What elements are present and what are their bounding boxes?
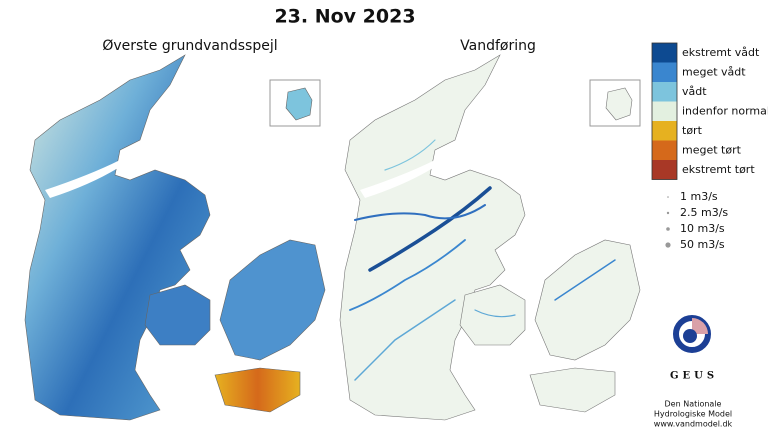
flow-size-dot [666, 227, 670, 231]
river [354, 299, 456, 381]
flow-size-label: 2.5 m3/s [680, 206, 728, 219]
groundwater-map [24, 54, 326, 421]
legend-swatch [652, 62, 677, 82]
footer-line: Den Nationale [665, 400, 722, 409]
river [354, 204, 486, 221]
inset-frame [589, 79, 641, 127]
logo-text: GEUS [670, 371, 718, 382]
legend-frame [651, 42, 678, 180]
legend-swatch [652, 43, 677, 63]
inset-frame [269, 79, 321, 127]
logo-quarter [692, 318, 708, 334]
river [349, 239, 466, 311]
bornholm [285, 87, 313, 121]
legend-label: ekstremt tørt [682, 163, 755, 176]
river [368, 186, 492, 272]
river [384, 139, 436, 171]
legend-label: tørt [682, 124, 703, 137]
rivers [349, 139, 616, 381]
legend: ekstremt vådt meget vådt vådt indenfor norm… [651, 42, 768, 251]
discharge-map [339, 54, 641, 421]
flow-size-label: 10 m3/s [680, 222, 725, 235]
footer-line: www.vandmodel.dk [654, 420, 733, 429]
jutland [24, 54, 211, 421]
legend-swatch [652, 121, 677, 141]
legend-label: meget vådt [682, 65, 746, 78]
legend-swatch [652, 140, 677, 160]
title: 23. Nov 2023 [274, 6, 415, 28]
legend-label: vådt [682, 85, 707, 98]
limfjord [360, 160, 435, 198]
logo-core [683, 329, 697, 343]
legend-swatch [652, 101, 677, 121]
legend-label: meget tørt [682, 143, 742, 156]
jutland [339, 54, 526, 421]
lolland-falster [214, 367, 301, 413]
logo: GEUS [670, 315, 718, 382]
zealand [534, 239, 641, 361]
legend-swatch [652, 82, 677, 102]
river [554, 259, 616, 301]
flow-size-dot [666, 211, 670, 215]
lolland-falster [529, 367, 616, 413]
map-title: Øverste grundvandsspejl [102, 38, 277, 54]
legend-swatch [652, 160, 677, 180]
flow-size-label: 1 m3/s [680, 190, 718, 203]
footer-line: Hydrologiske Model [654, 410, 732, 419]
map-title: Vandføring [460, 38, 536, 54]
river [474, 309, 516, 318]
legend-label: indenfor normal [682, 104, 768, 117]
bornholm [605, 87, 633, 121]
flow-size-dot [665, 242, 671, 248]
legend-label: ekstremt vådt [682, 46, 760, 59]
zealand [219, 239, 326, 361]
flow-size-dot [667, 196, 669, 198]
limfjord [45, 160, 120, 198]
flow-size-label: 50 m3/s [680, 238, 725, 251]
funen [144, 284, 211, 346]
